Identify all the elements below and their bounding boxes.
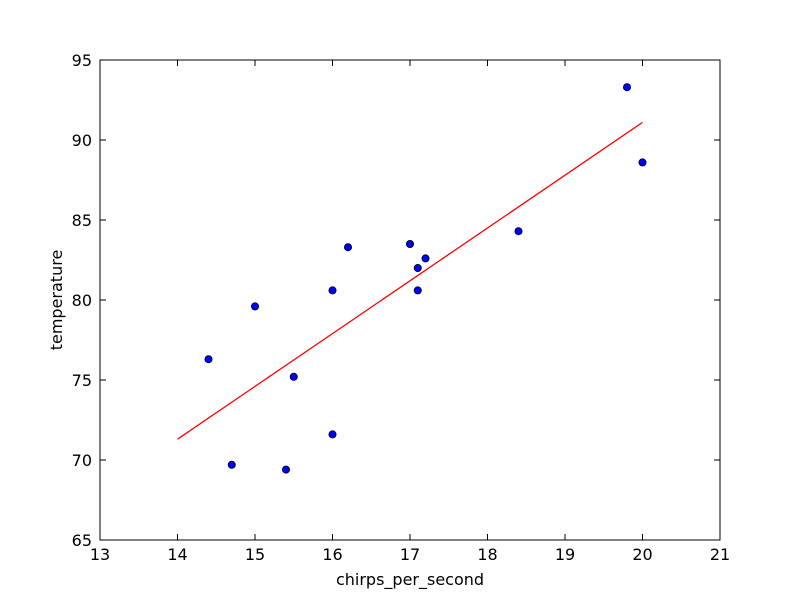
data-point (250, 302, 259, 311)
x-tick-label: 15 (245, 545, 265, 564)
data-point (413, 286, 422, 295)
data-point (328, 430, 337, 439)
y-tick-label: 90 (72, 131, 92, 150)
data-point (514, 227, 523, 236)
data-point (421, 254, 430, 263)
y-tick-label: 80 (72, 291, 92, 310)
data-point (227, 460, 236, 469)
data-point (623, 83, 632, 92)
x-tick-label: 17 (400, 545, 420, 564)
data-point (328, 286, 337, 295)
y-axis-label: temperature (47, 250, 66, 351)
axes-group: 13 14 15 16 17 18 19 20 21 65 70 75 80 85 90 95 (72, 51, 731, 564)
x-tick-label: 14 (167, 545, 187, 564)
data-point (281, 465, 290, 474)
data-point (289, 372, 298, 381)
x-tick-label: 13 (90, 545, 110, 564)
data-point (204, 355, 213, 364)
x-tick-label: 19 (555, 545, 575, 564)
data-point (638, 158, 647, 167)
x-tick-label: 18 (477, 545, 497, 564)
data-point (413, 263, 422, 272)
x-tick-label: 16 (322, 545, 342, 564)
x-tick-label: 21 (710, 545, 730, 564)
fit-line-group (177, 121, 643, 440)
plot-frame (99, 59, 721, 541)
y-tick-label: 70 (72, 451, 92, 470)
x-axis-label: chirps_per_second (336, 570, 484, 590)
data-point (405, 239, 414, 248)
y-tick-label: 65 (72, 531, 92, 550)
y-tick-label: 75 (72, 371, 92, 390)
points-group (204, 83, 647, 474)
data-point (343, 243, 352, 252)
y-tick-label: 85 (72, 211, 92, 230)
x-tick-label: 20 (632, 545, 652, 564)
regression-line (177, 121, 643, 440)
y-tick-label: 95 (72, 51, 92, 70)
